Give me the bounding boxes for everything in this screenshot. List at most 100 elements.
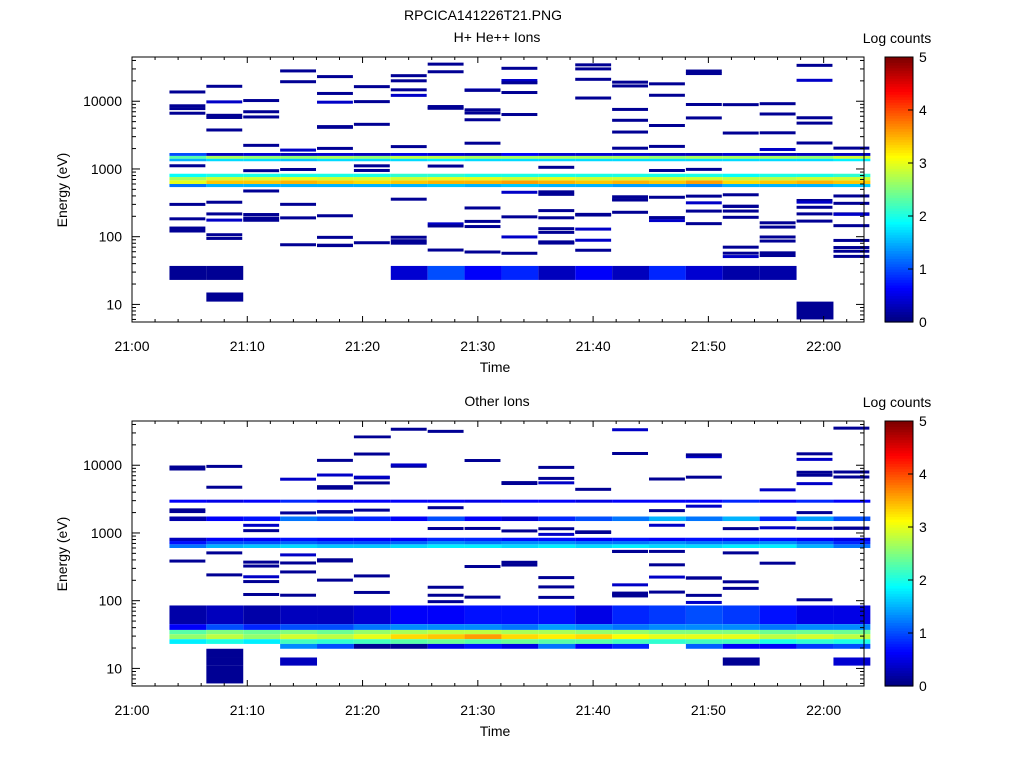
heatmap-cell <box>353 158 391 162</box>
heatmap-cell <box>464 537 502 542</box>
colorbar-frame <box>884 420 914 687</box>
heatmap-cell <box>796 198 833 202</box>
heatmap-cell <box>612 130 649 134</box>
heatmap-cell <box>317 180 354 184</box>
heatmap-cell <box>427 164 464 168</box>
heatmap-cell <box>464 177 502 181</box>
colorbar-segment <box>885 80 913 85</box>
heatmap-cell <box>685 155 723 159</box>
heatmap-cell <box>464 605 502 625</box>
heatmap-cell <box>685 158 723 162</box>
heatmap-cell <box>390 463 427 467</box>
heatmap-cell <box>575 153 613 156</box>
heatmap-cell <box>206 265 244 280</box>
heatmap-cell <box>280 511 317 515</box>
colorbar-segment <box>885 258 913 262</box>
heatmap-cell <box>833 155 871 159</box>
heatmap-cell <box>317 485 353 489</box>
panel-other-ions: Other Ions Log counts Time Energy (eV) 2… <box>54 393 931 739</box>
heatmap-cell <box>759 155 797 159</box>
colorbar-segment <box>885 625 913 629</box>
colorbar-segment <box>885 633 913 637</box>
heatmap-cell <box>427 158 465 162</box>
heatmap-cell <box>612 183 650 188</box>
heatmap-cell <box>612 428 649 432</box>
heatmap-cell <box>722 643 760 649</box>
colorbar-segment <box>885 609 913 613</box>
colorbar-segment <box>885 458 913 462</box>
heatmap-cell <box>353 481 390 485</box>
heatmap-cell <box>575 158 613 162</box>
colorbar-segment <box>885 521 913 525</box>
heatmap-cell <box>353 122 390 126</box>
colorbar-segment <box>885 282 913 286</box>
heatmap-cell <box>649 144 685 148</box>
heatmap-cell <box>169 155 207 159</box>
heatmap-cell <box>538 153 576 156</box>
heatmap-cell <box>206 180 244 184</box>
heatmap-cell <box>243 575 280 579</box>
heatmap-cell <box>427 155 465 159</box>
heatmap-cell <box>759 629 797 635</box>
heatmap-cell <box>722 193 759 197</box>
heatmap-cell <box>612 643 650 649</box>
heatmap-cell <box>243 564 280 568</box>
heatmap-cell <box>206 634 244 640</box>
heatmap-cell <box>612 210 649 214</box>
heatmap-cell <box>612 158 650 162</box>
heatmap-cell <box>612 80 649 84</box>
heatmap-cell <box>427 265 465 280</box>
colorbar-segment <box>885 511 913 515</box>
heatmap-cell <box>575 227 612 231</box>
heatmap-cell <box>685 576 722 580</box>
heatmap-cell <box>353 155 391 159</box>
colorbar-segment <box>885 564 913 568</box>
heatmap-cell <box>538 265 576 280</box>
heatmap-cell <box>169 104 206 108</box>
heatmap-cell <box>796 158 834 162</box>
heatmap-cell <box>722 251 759 255</box>
heatmap-cell <box>353 164 390 168</box>
heatmap-cell <box>501 560 538 564</box>
colorbar-segment <box>885 606 913 610</box>
colorbar-segment <box>885 683 913 687</box>
colorbar-segment <box>885 439 913 443</box>
heatmap-cell <box>464 526 501 530</box>
colorbar-segment <box>885 423 913 427</box>
heatmap-cell <box>685 475 722 479</box>
heatmap-cell <box>538 209 575 213</box>
heatmap-cell <box>722 629 760 635</box>
heatmap-cell <box>575 248 612 252</box>
heatmap-cell <box>353 168 390 172</box>
heatmap-cell <box>685 183 723 188</box>
heatmap-cell <box>833 629 871 635</box>
colorbar-segment <box>885 468 913 472</box>
heatmap-cell <box>575 634 613 640</box>
heatmap-cell <box>759 251 796 255</box>
heatmap-cell <box>722 580 759 584</box>
colorbar-segment <box>885 444 913 449</box>
heatmap-cell <box>353 537 391 542</box>
heatmap-cell <box>353 435 391 439</box>
heatmap-cell <box>243 516 281 522</box>
heatmap-cell <box>464 459 501 463</box>
colorbar-segment <box>885 94 913 98</box>
heatmap-cell <box>280 629 318 635</box>
heatmap-cell <box>280 177 318 181</box>
heatmap-cell <box>685 629 723 635</box>
heatmap-cell <box>243 183 281 188</box>
heatmap-cell <box>722 131 759 135</box>
heatmap-cell <box>796 78 833 82</box>
plot-frame <box>131 56 865 323</box>
heatmap-cell <box>685 605 723 625</box>
heatmap-cell <box>169 629 207 635</box>
colorbar-segment <box>885 128 913 132</box>
colorbar-segment <box>885 505 913 510</box>
x-tick-label: 22:00 <box>806 702 841 718</box>
colorbar-segment <box>885 192 913 196</box>
heatmap-cell <box>427 222 464 226</box>
colorbar-segment <box>885 242 913 246</box>
heatmap-cell <box>759 177 797 181</box>
heatmap-cell <box>538 192 575 196</box>
heatmap-cell <box>427 183 465 188</box>
